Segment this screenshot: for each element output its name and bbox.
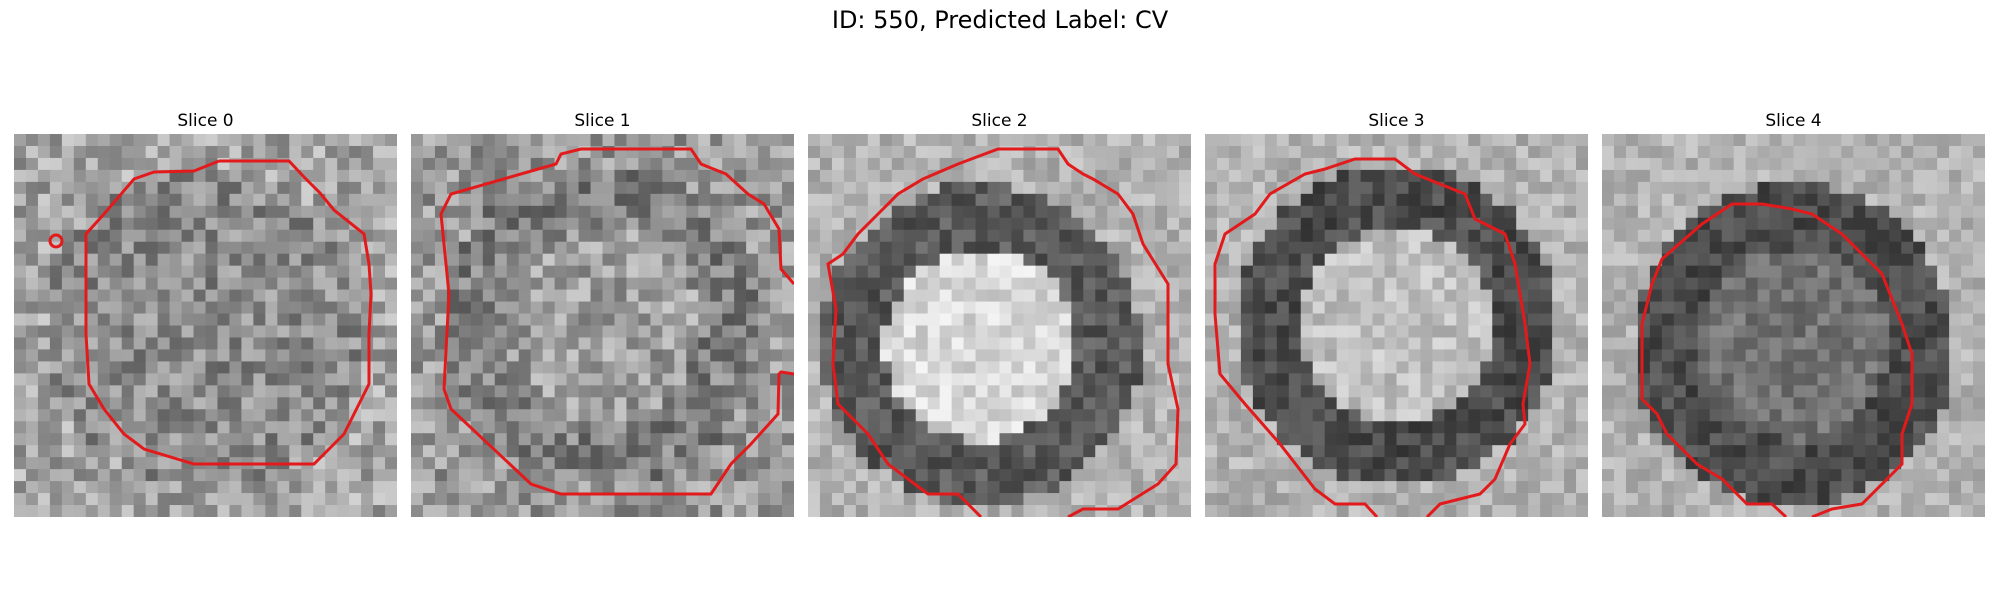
slice-title-4: Slice 4 [1765, 111, 1822, 131]
slice-panel-1: Slice 1 [411, 110, 794, 517]
slice-title-1: Slice 1 [574, 111, 631, 131]
slice-title-2: Slice 2 [971, 111, 1028, 131]
pixel-grid-3 [1205, 134, 1588, 517]
slice-image-1 [411, 134, 794, 517]
contour-1 [439, 147, 794, 496]
slice-panel-2: Slice 2 [808, 110, 1191, 517]
pixel-grid-1 [411, 134, 794, 517]
slice-svg-3 [1205, 134, 1588, 517]
contour-4 [1640, 202, 1914, 517]
slice-panel-3: Slice 3 [1205, 110, 1588, 517]
pixel-grid-0 [14, 134, 397, 517]
slice-svg-4 [1602, 134, 1985, 517]
contour-3 [1213, 157, 1532, 517]
figure-title: ID: 550, Predicted Label: CV [831, 6, 1169, 34]
slice-image-3 [1205, 134, 1588, 517]
slice-svg-1 [411, 134, 794, 517]
contour-dot-0 [48, 233, 64, 249]
contour-2 [826, 147, 1180, 517]
slice-title-0: Slice 0 [177, 111, 234, 131]
pixel-grid-2 [808, 134, 1191, 517]
pixel-grid-4 [1602, 134, 1985, 517]
slice-image-0 [14, 134, 397, 517]
slice-svg-0 [14, 134, 397, 517]
slice-image-4 [1602, 134, 1985, 517]
slice-panel-0: Slice 0 [14, 110, 397, 517]
slice-title-3: Slice 3 [1368, 111, 1425, 131]
contour-0 [84, 159, 373, 466]
slice-svg-2 [808, 134, 1191, 517]
slice-panel-4: Slice 4 [1602, 110, 1985, 517]
slice-image-2 [808, 134, 1191, 517]
